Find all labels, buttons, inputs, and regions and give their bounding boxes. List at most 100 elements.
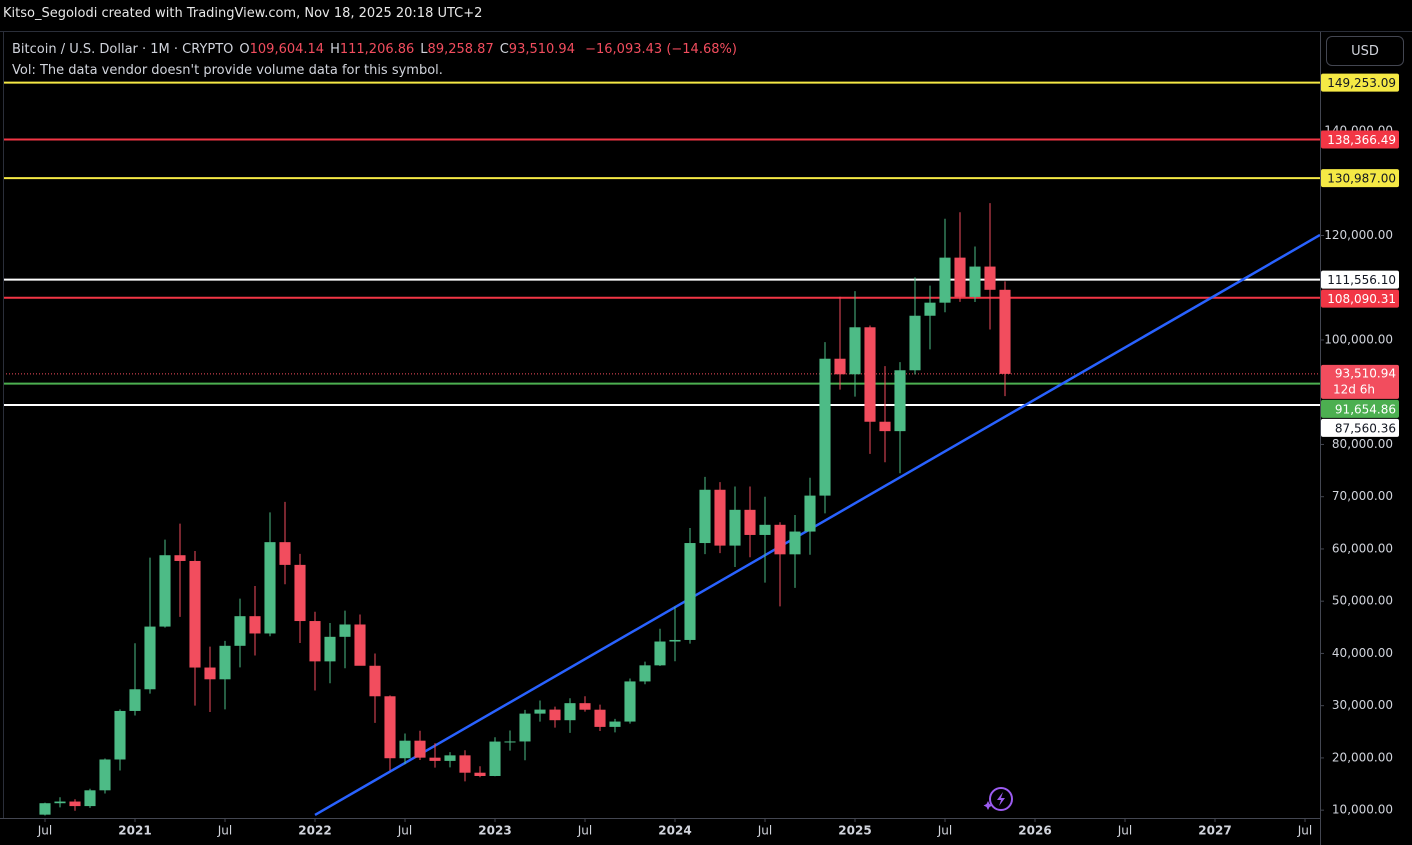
x-tick-label: Jul <box>577 824 592 838</box>
candle-body <box>369 665 381 697</box>
candle-body <box>39 803 51 815</box>
x-tick-label: 2026 <box>1018 824 1051 838</box>
x-tick-label: Jul <box>1117 824 1132 838</box>
candle-body <box>669 639 681 642</box>
symbol-legend: Bitcoin / U.S. Dollar · 1M · CRYPTO O109,… <box>12 42 737 57</box>
candle-body <box>849 327 861 375</box>
candle-body <box>294 564 306 622</box>
x-tick-label: Jul <box>37 824 52 838</box>
plot-area <box>3 81 1320 816</box>
candle-body <box>819 358 831 496</box>
ohlc-values: O109,604.14 H111,206.86 L89,258.87 C93,510.… <box>233 42 575 57</box>
candle-body <box>189 560 201 668</box>
candle-body <box>594 709 606 727</box>
level-badge-label: 149,253.09 <box>1327 76 1396 90</box>
ohlc-key: L <box>420 42 428 57</box>
y-tick-label: 20,000.00 <box>1332 750 1393 764</box>
level-badge-label: 111,556.10 <box>1327 273 1396 287</box>
candle-body <box>804 495 816 532</box>
ohlc-value: 89,258.87 <box>427 42 494 57</box>
candle-body <box>834 358 846 375</box>
y-tick-label: 60,000.00 <box>1332 541 1393 555</box>
y-tick-label: 120,000.00 <box>1324 228 1393 242</box>
candle-body <box>729 509 741 546</box>
candle-body <box>309 621 321 662</box>
candle-body <box>84 790 96 807</box>
ohlc-value: 111,206.86 <box>339 42 415 57</box>
x-tick-label: 2024 <box>658 824 691 838</box>
candle-body <box>909 315 921 371</box>
volume-note: Vol: The data vendor doesn't provide vol… <box>12 63 443 78</box>
y-tick-label: 100,000.00 <box>1324 332 1393 346</box>
x-tick-label: 2023 <box>478 824 511 838</box>
candle-body <box>939 257 951 303</box>
change: −16,093.43 <box>585 42 663 57</box>
candle-body <box>699 489 711 544</box>
candle-body <box>69 801 81 807</box>
candle-body <box>399 740 411 759</box>
candle-body <box>204 667 216 680</box>
candle-body <box>969 266 981 297</box>
level-badge-label: 138,366.49 <box>1327 133 1396 147</box>
candle-body <box>114 710 126 760</box>
candle-body <box>954 257 966 297</box>
candle-body <box>264 542 276 634</box>
level-badge <box>1321 399 1399 418</box>
level-badge <box>1321 169 1399 188</box>
candle-body <box>129 689 141 711</box>
level-badge-label: 91,654.86 <box>1335 402 1396 416</box>
candle-body <box>984 266 996 290</box>
candle-body <box>504 741 516 743</box>
y-tick-label: 30,000.00 <box>1332 698 1393 712</box>
candle-body <box>744 509 756 535</box>
currency-button[interactable]: USD <box>1326 36 1404 66</box>
candle-body <box>579 703 591 710</box>
candle-body <box>714 489 726 546</box>
ohlc-key: C <box>499 42 509 57</box>
last-price-badge <box>1321 364 1399 399</box>
candle-body <box>99 759 111 791</box>
y-tick-label: 80,000.00 <box>1332 437 1393 451</box>
level-badge-label: 130,987.00 <box>1327 172 1396 186</box>
x-tick-label: 2025 <box>838 824 871 838</box>
candle-body <box>354 624 366 666</box>
candle-body <box>234 616 246 646</box>
trend-line <box>314 233 1320 816</box>
candle-body <box>894 370 906 432</box>
candle-body <box>789 531 801 555</box>
last-price-label: 93,510.94 <box>1335 366 1396 380</box>
y-tick-label: 70,000.00 <box>1332 489 1393 503</box>
x-tick-label: 2022 <box>298 824 331 838</box>
candle-body <box>489 741 501 776</box>
x-tick-label: Jul <box>217 824 232 838</box>
logo-icon <box>983 787 1013 811</box>
candle-body <box>759 524 771 535</box>
candle-body <box>774 524 786 555</box>
candle-body <box>339 624 351 637</box>
change-percent: (−14.68%) <box>666 42 737 57</box>
candle-body <box>144 626 156 690</box>
candle-body <box>564 703 576 721</box>
candle-body <box>474 772 486 776</box>
candle-body <box>654 641 666 666</box>
candle-body <box>519 713 531 742</box>
ohlc-key: O <box>239 42 250 57</box>
candle-body <box>639 665 651 682</box>
symbol-title: Bitcoin / U.S. Dollar · 1M · CRYPTO <box>12 42 234 57</box>
x-tick-label: 2027 <box>1198 824 1231 838</box>
x-tick-label: Jul <box>757 824 772 838</box>
x-tick-label: Jul <box>937 824 952 838</box>
level-badge <box>1321 418 1399 437</box>
axes: 10,000.00 20,000.00 30,000.00 40,000.00 50,0… <box>37 124 1393 838</box>
candle-body <box>549 709 561 721</box>
candle-body <box>429 757 441 761</box>
ohlc-key: H <box>330 42 340 57</box>
candle-body <box>534 709 546 714</box>
candle-body <box>684 543 696 640</box>
attribution: Kitso_Segolodi created with TradingView.… <box>3 6 483 21</box>
level-badge <box>1321 130 1399 149</box>
y-tick-label: 50,000.00 <box>1332 594 1393 608</box>
candle-body <box>249 616 261 634</box>
candle-body <box>624 681 636 722</box>
